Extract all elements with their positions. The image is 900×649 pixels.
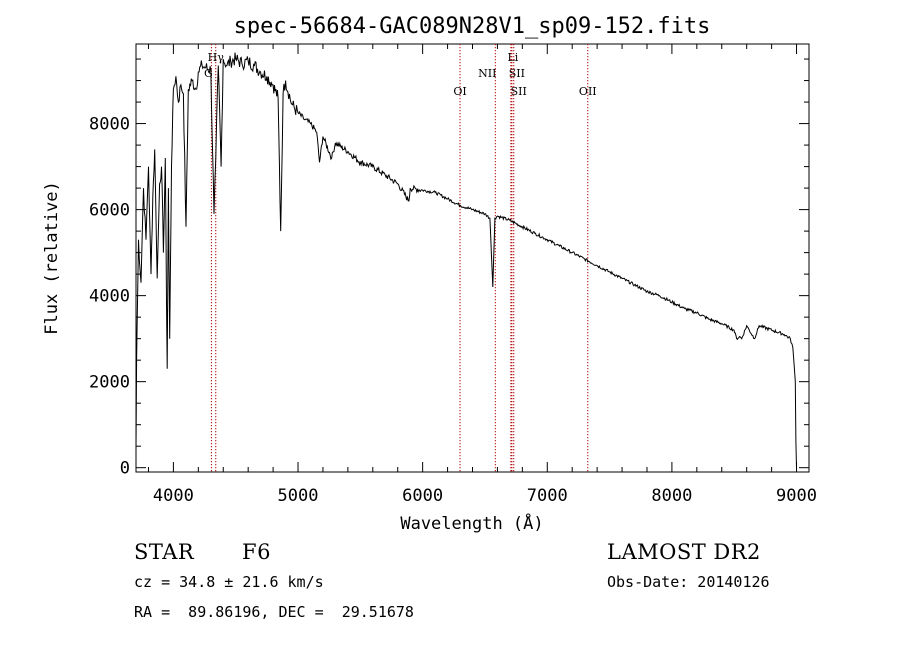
subclass-label: F6 bbox=[242, 540, 271, 564]
plot-frame bbox=[135, 43, 810, 473]
x-axis-label: Wavelength (Å) bbox=[400, 512, 543, 534]
object-type-label: STAR bbox=[134, 540, 195, 564]
chart-title: spec-56684-GAC089N28V1_sp09-152.fits bbox=[234, 14, 711, 39]
spectral-line-label: Hγ bbox=[208, 51, 225, 64]
x-tick-label: 4000 bbox=[153, 486, 194, 506]
spectral-line-label: Li bbox=[507, 51, 518, 64]
x-tick-label: 6000 bbox=[402, 486, 443, 506]
redshift-velocity-text: cz = 34.8 ± 21.6 km/s bbox=[134, 573, 324, 591]
spectral-line-label: G bbox=[204, 67, 213, 80]
obs-date-text: Obs-Date: 20140126 bbox=[607, 573, 770, 591]
y-tick-label: 0 bbox=[120, 459, 130, 479]
spectral-line-label: OI bbox=[453, 85, 466, 98]
spectral-line-label: NII bbox=[478, 67, 496, 80]
axes-group: 4000 5000 6000 7000 8000 9000 0 2000 4000 6000 800… bbox=[89, 44, 817, 506]
x-tick-label: 8000 bbox=[651, 486, 692, 506]
spectrum-series-line bbox=[135, 52, 797, 468]
spectral-line-label: OII bbox=[579, 85, 597, 98]
y-tick-label: 8000 bbox=[89, 115, 130, 135]
coordinates-text: RA = 89.86196, DEC = 29.51678 bbox=[134, 603, 414, 621]
y-tick-label: 2000 bbox=[89, 373, 130, 393]
spectral-line-label: SII bbox=[511, 85, 527, 98]
y-axis-label: Flux (relative) bbox=[42, 181, 62, 335]
x-tick-label: 5000 bbox=[278, 486, 319, 506]
y-tick-label: 4000 bbox=[89, 287, 130, 307]
emission-lines-group: Hγ G OI NII Li SII SII OII bbox=[204, 44, 597, 472]
x-tick-label: 7000 bbox=[527, 486, 568, 506]
spectral-line-label: SII bbox=[509, 67, 525, 80]
x-tick-label: 9000 bbox=[776, 486, 817, 506]
y-tick-label: 6000 bbox=[89, 201, 130, 221]
survey-label: LAMOST DR2 bbox=[607, 540, 761, 564]
